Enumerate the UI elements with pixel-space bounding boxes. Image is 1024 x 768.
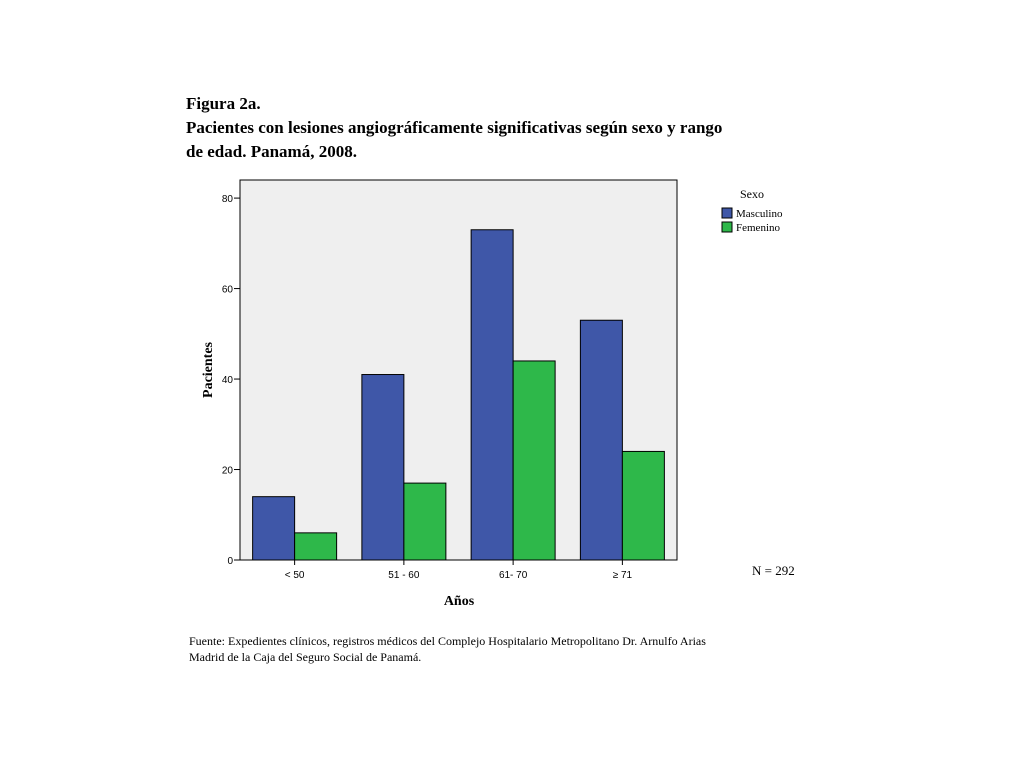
figure-title-line-1: Pacientes con lesiones angiográficamente… <box>186 118 723 137</box>
bar-masculino-3 <box>579 319 623 561</box>
bar-masculino-2 <box>470 229 514 561</box>
sample-size-annotation: N = 292 <box>752 563 795 578</box>
figure-title-line-2: de edad. Panamá, 2008. <box>186 142 357 161</box>
figure-label: Figura 2a. <box>186 94 261 113</box>
source-line-1: Fuente: Expedientes clínicos, registros … <box>189 634 706 648</box>
x-tick-label: < 50 <box>285 570 305 581</box>
y-tick-label: 20 <box>222 466 234 477</box>
y-tick-label: 0 <box>227 556 233 567</box>
y-axis: 0 20 40 60 80 <box>222 194 240 567</box>
y-tick-label: 80 <box>222 194 234 205</box>
x-axis-label: Años <box>444 594 475 609</box>
figure-caption: Figura 2a. Pacientes con lesiones angiog… <box>186 92 836 164</box>
x-tick-label: 61- 70 <box>499 570 528 581</box>
bars-group <box>252 229 665 561</box>
bar-masculino-1 <box>361 374 405 561</box>
y-tick-label: 40 <box>222 375 234 386</box>
x-axis: < 50 51 - 60 61- 70 ≥ 71 <box>285 560 633 581</box>
legend-swatch-femenino <box>721 221 733 233</box>
legend: Sexo Masculino Femenino <box>721 187 783 234</box>
bar-femenino-1 <box>403 482 447 561</box>
legend-swatch-masculino <box>721 207 733 219</box>
x-tick-label: 51 - 60 <box>388 570 420 581</box>
legend-title: Sexo <box>740 187 764 201</box>
bar-masculino-0 <box>252 496 296 561</box>
source-line-2: Madrid de la Caja del Seguro Social de P… <box>189 650 422 664</box>
source-note: Fuente: Expedientes clínicos, registros … <box>189 633 829 665</box>
bar-femenino-2 <box>512 360 556 561</box>
bar-femenino-0 <box>294 532 338 561</box>
legend-label-femenino: Femenino <box>736 222 780 234</box>
y-tick-label: 60 <box>222 285 234 296</box>
bar-femenino-3 <box>621 450 665 561</box>
legend-label-masculino: Masculino <box>736 208 783 220</box>
x-tick-label: ≥ 71 <box>613 570 633 581</box>
y-axis-label: Pacientes <box>201 341 216 398</box>
